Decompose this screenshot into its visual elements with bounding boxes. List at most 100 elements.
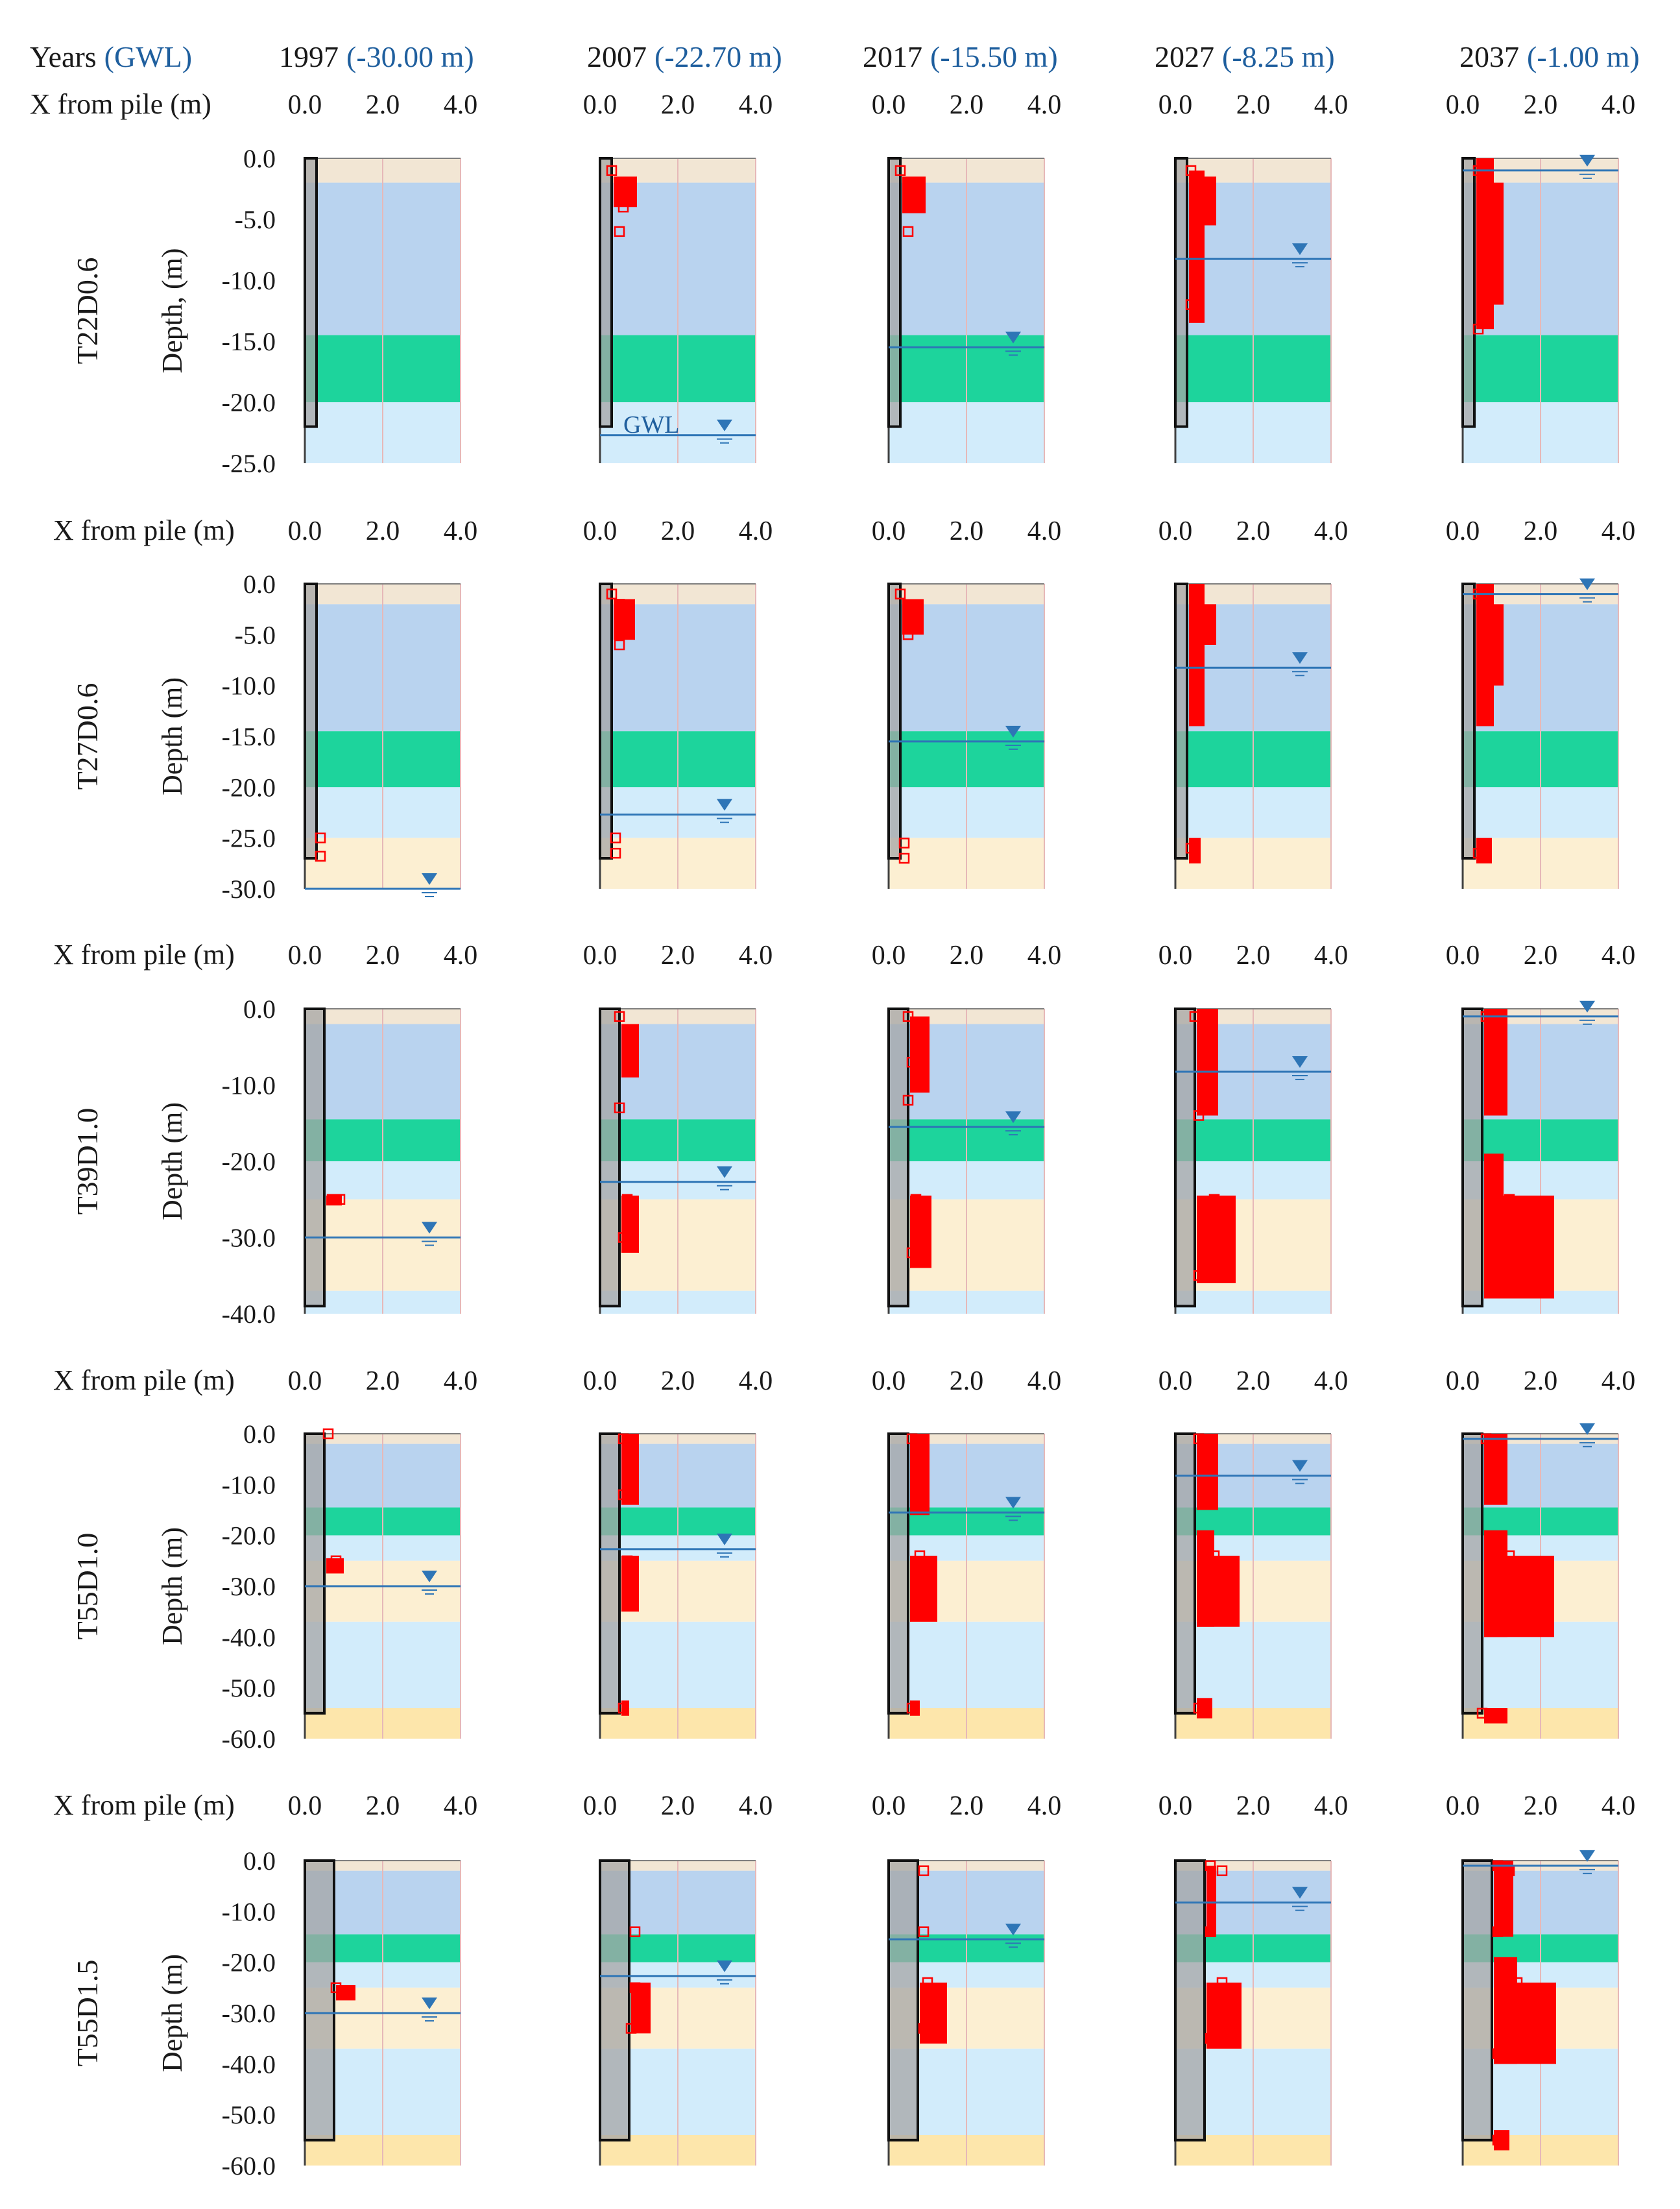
plastic-point — [922, 1977, 933, 1988]
pile — [887, 1859, 919, 2142]
header-gwl-text: (-22.70 m) — [654, 40, 782, 73]
x-tick-label: 2.0 — [661, 1791, 695, 1821]
plastic-zone — [621, 1195, 639, 1253]
plastic-point — [1492, 1019, 1504, 1030]
depth-tick-label: 0.0 — [243, 144, 276, 173]
x-tick-label: 4.0 — [444, 1366, 478, 1396]
panel-T55D1.5-2007: 0.0 2.0 4.0 — [583, 1791, 773, 2166]
plastic-point — [618, 183, 629, 195]
header-year-text: 2007 — [587, 40, 647, 73]
gwl-marker-icon — [1579, 1423, 1595, 1435]
pile — [1174, 157, 1188, 428]
x-tick-label: 0.0 — [288, 941, 322, 971]
x-tick-label: 0.0 — [872, 1366, 906, 1396]
header-gwl-text: (-30.00 m) — [346, 40, 474, 73]
x-axis-title: X from pile (m) — [53, 514, 235, 546]
plastic-point — [906, 1057, 918, 1068]
plastic-zone — [1484, 1556, 1554, 1637]
header-year-1997: 1997 (-30.00 m) — [279, 40, 474, 73]
plastic-point — [606, 165, 618, 176]
pile — [304, 1008, 326, 1308]
x-tick-label: 2.0 — [950, 1791, 984, 1821]
plastic-zone — [1197, 1195, 1236, 1283]
header-year-2027: 2027 (-8.25 m) — [1155, 40, 1335, 73]
x-tick-label: 4.0 — [1602, 1791, 1636, 1821]
plastic-point — [614, 1102, 625, 1113]
plastic-point — [906, 183, 918, 195]
depth-tick-label: -10.0 — [222, 1897, 276, 1926]
x-tick-label: 0.0 — [1446, 516, 1480, 546]
pile — [599, 157, 613, 428]
gwl-marker-icon — [1292, 1056, 1308, 1068]
x-tick-label: 2.0 — [950, 1366, 984, 1396]
pile — [599, 1432, 621, 1715]
x-tick-label: 0.0 — [288, 516, 322, 546]
x-tick-label: 0.0 — [1158, 516, 1193, 546]
plastic-point — [906, 1702, 918, 1714]
pile — [1461, 1008, 1483, 1308]
plastic-point — [618, 1232, 629, 1243]
pile — [887, 157, 902, 428]
x-tick-label: 2.0 — [661, 90, 695, 120]
depth-axis-label: Depth (m) — [156, 1102, 188, 1220]
depth-tick-label: -50.0 — [222, 2101, 276, 2130]
x-tick-label: 0.0 — [872, 516, 906, 546]
x-tick-label: 2.0 — [1236, 941, 1271, 971]
plastic-point — [1216, 1977, 1228, 1988]
pile — [1174, 1008, 1196, 1308]
plastic-point — [1193, 1270, 1205, 1281]
plastic-zone — [1484, 1434, 1507, 1505]
plastic-point — [342, 1987, 354, 1998]
x-tick-label: 0.0 — [1446, 941, 1480, 971]
gwl-marker-icon — [717, 1166, 732, 1178]
x-tick-label: 2.0 — [1524, 516, 1558, 546]
header-year-text: 1997 — [279, 40, 339, 73]
plastic-point — [618, 201, 629, 213]
depth-tick-label: -60.0 — [222, 2151, 276, 2180]
gwl-marker-icon — [1292, 652, 1308, 664]
plastic-point — [1185, 299, 1197, 310]
x-tick-label: 4.0 — [444, 90, 478, 120]
gwl-marker-icon — [1292, 1887, 1308, 1899]
plastic-point — [902, 1011, 914, 1022]
x-tick-label: 4.0 — [1314, 1366, 1349, 1396]
plastic-zone — [621, 1434, 639, 1505]
panel-T22D0.6-2037: 0.0 2.0 4.0 — [1446, 90, 1635, 463]
row-T55D1.5: T55D1.5 Depth (m) X from pile (m) 0.0 -10.0 -… — [53, 1789, 1635, 2180]
depth-tick-label: -25.0 — [222, 824, 276, 853]
plastic-zone — [1197, 1009, 1218, 1116]
plastic-zone — [631, 1983, 651, 2034]
plastic-point — [902, 1094, 914, 1106]
pile — [887, 1432, 909, 1715]
plastic-zone — [910, 1195, 931, 1268]
plastic-point — [1484, 201, 1496, 213]
depth-axis-label: Depth (m) — [156, 1954, 188, 2072]
depth-tick-label: -20.0 — [222, 388, 276, 417]
x-tick-label: 2.0 — [1524, 1366, 1558, 1396]
pile — [1461, 1432, 1483, 1715]
x-tick-label: 4.0 — [1314, 90, 1349, 120]
row-name-label: T27D0.6 — [71, 683, 104, 790]
x-tick-label: 4.0 — [1027, 516, 1062, 546]
pile — [887, 1008, 909, 1308]
plastic-point — [618, 1702, 629, 1714]
plastic-point — [614, 639, 625, 651]
plastic-zone — [1494, 1983, 1556, 2064]
plastic-point — [614, 599, 625, 610]
plastic-point — [918, 1926, 930, 1937]
x-tick-label: 2.0 — [950, 516, 984, 546]
depth-axis-label: Depth (m) — [156, 677, 188, 795]
plastic-point — [902, 609, 914, 620]
x-tick-label: 2.0 — [661, 516, 695, 546]
plastic-zone — [1206, 1865, 1216, 1937]
x-tick-label: 4.0 — [739, 1791, 773, 1821]
plastic-point — [910, 1458, 922, 1470]
depth-tick-label: -50.0 — [222, 1674, 276, 1703]
plastic-point — [1205, 1926, 1216, 1937]
plastic-point — [629, 1926, 641, 1937]
pile — [304, 157, 318, 428]
plastic-point — [1480, 250, 1492, 261]
plastic-point — [1189, 226, 1201, 237]
x-tick-label: 0.0 — [583, 1366, 618, 1396]
